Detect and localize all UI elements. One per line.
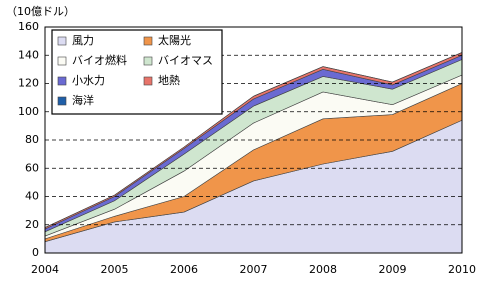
legend-swatch <box>57 36 67 46</box>
y-tick-label: 120 <box>18 77 39 90</box>
x-tick-label: 2005 <box>101 263 129 276</box>
legend-box <box>51 29 223 115</box>
x-tick-label: 2006 <box>170 263 198 276</box>
legend-label: バイオ燃料 <box>72 53 127 67</box>
y-tick-label: 160 <box>18 20 39 33</box>
legend-swatch <box>57 96 67 106</box>
legend-label: バイオマス <box>158 54 213 67</box>
x-tick-label: 2007 <box>240 263 268 276</box>
legend-swatch <box>57 76 67 86</box>
legend-label: 地熱 <box>158 74 180 87</box>
unit-label: （10億ドル） <box>6 5 75 18</box>
legend-label: 海洋 <box>72 93 94 107</box>
legend-label: 太陽光 <box>158 33 191 47</box>
y-tick-label: 0 <box>32 246 39 259</box>
y-tick-label: 20 <box>25 218 39 231</box>
x-tick-label: 2008 <box>309 263 337 276</box>
legend-swatch <box>143 76 153 86</box>
x-tick-label: 2009 <box>379 263 407 276</box>
y-tick-label: 140 <box>18 48 39 61</box>
y-tick-label: 40 <box>25 190 39 203</box>
legend-label: 風力 <box>72 34 94 47</box>
plot-frame <box>44 26 463 254</box>
legend-swatch <box>57 56 67 66</box>
x-tick-label: 2004 <box>31 263 59 276</box>
legend-swatch <box>143 56 153 66</box>
y-tick-label: 100 <box>18 105 39 118</box>
legend-label: 小水力 <box>72 74 105 87</box>
y-tick-label: 80 <box>25 133 39 146</box>
legend-swatch <box>143 36 153 46</box>
x-tick-label: 2010 <box>448 263 476 276</box>
y-tick-label: 60 <box>25 161 39 174</box>
